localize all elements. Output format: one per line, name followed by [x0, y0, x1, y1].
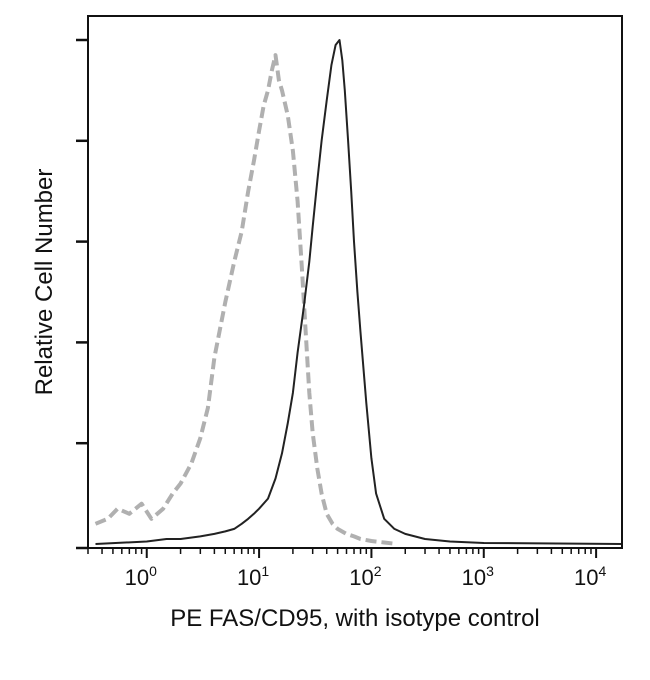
x-tick-label-1: 101 [237, 563, 269, 590]
x-tick-label-3: 103 [462, 563, 494, 590]
plot-area [94, 39, 623, 546]
x-tick-label-2: 102 [349, 563, 381, 590]
x-axis-title: PE FAS/CD95, with isotype control [170, 605, 540, 632]
x-tick-label-4: 104 [574, 563, 606, 590]
x-tick-label-0: 100 [125, 563, 157, 590]
y-axis-title: Relative Cell Number [31, 169, 58, 396]
x-axis-ticks [87, 548, 598, 558]
plot-frame [87, 15, 623, 549]
series-fas-cd95-line [95, 39, 623, 545]
y-axis-ticks [76, 38, 88, 550]
series-isotype-control-line [94, 53, 398, 546]
x-axis-tick-labels: 100 101 102 103 104 [125, 563, 607, 590]
